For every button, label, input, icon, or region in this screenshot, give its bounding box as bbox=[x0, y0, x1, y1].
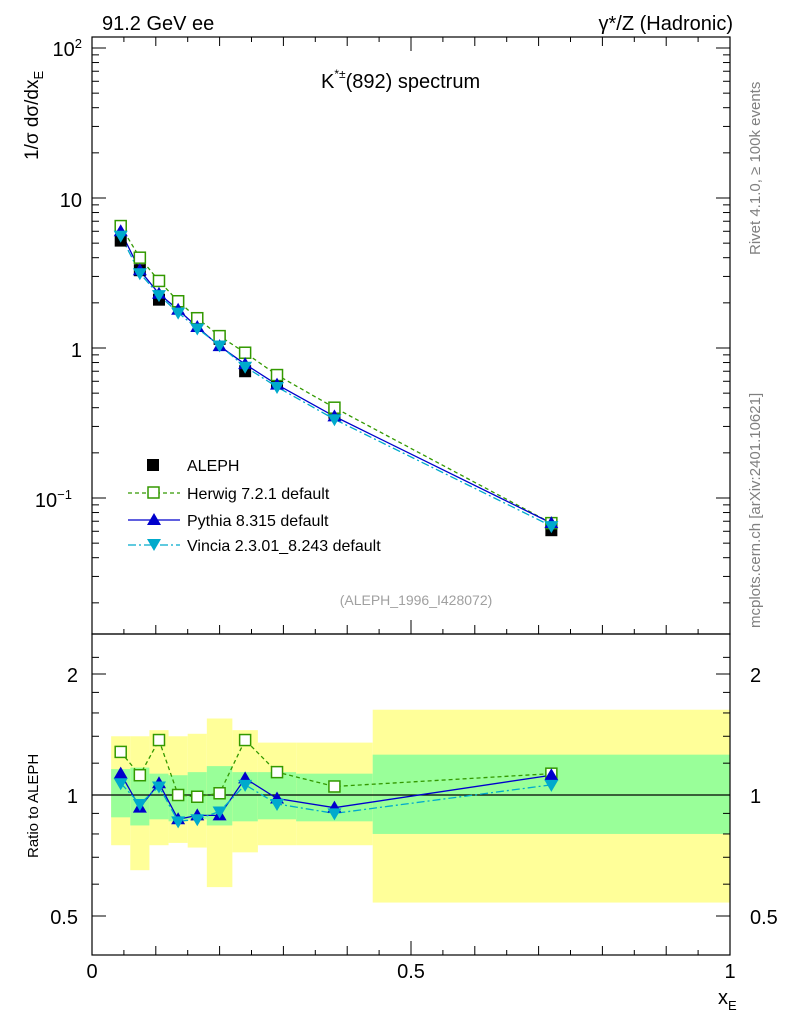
legend-marker-pythia bbox=[147, 513, 161, 525]
vincia-point bbox=[270, 381, 285, 394]
xlabel: xE bbox=[718, 987, 737, 1013]
ratio-line-1 bbox=[120, 738, 552, 798]
vincia-point bbox=[113, 230, 128, 243]
ratio-ytick-1-left: 1 bbox=[67, 786, 78, 808]
vincia-point bbox=[171, 307, 186, 320]
legend-marker-aleph bbox=[147, 459, 159, 471]
ratio-ytick-2-right: 2 bbox=[750, 665, 761, 687]
ratio-herwig-point bbox=[114, 745, 127, 759]
vincia-point bbox=[190, 323, 205, 336]
ratio-herwig-point bbox=[152, 733, 166, 747]
legend-label-herwig: Herwig 7.2.1 default bbox=[187, 486, 330, 503]
ratio-herwig-point bbox=[328, 780, 341, 793]
series-line-1 bbox=[120, 225, 552, 524]
process-label: γ*/Z (Hadronic) bbox=[599, 13, 733, 35]
ratio-ytick-1-right: 1 bbox=[750, 786, 761, 808]
rivet-label: Rivet 4.1.0, ≥ 100k events bbox=[747, 82, 764, 255]
legend-label-pythia: Pythia 8.315 default bbox=[187, 513, 329, 530]
ratio-herwig-point bbox=[191, 790, 204, 804]
ratio-pythia-point bbox=[544, 768, 559, 781]
vincia-point bbox=[238, 361, 253, 374]
legend: ALEPH Herwig 7.2.1 default Pythia 8.315 … bbox=[128, 458, 381, 555]
ratio-pythia-point bbox=[113, 766, 128, 779]
ratio-herwig-point bbox=[171, 788, 185, 802]
ratio-vincia-point bbox=[270, 798, 285, 811]
legend-marker-vincia bbox=[147, 539, 161, 551]
ratio-ytick-2-left: 2 bbox=[67, 665, 78, 687]
ratio-line-3 bbox=[120, 782, 552, 823]
ytick-label-1: 1 bbox=[71, 340, 82, 362]
herwig-point bbox=[152, 274, 166, 288]
ratio-herwig-point bbox=[270, 765, 284, 779]
legend-label-vincia: Vincia 2.3.01_8.243 default bbox=[187, 538, 381, 555]
ytick-label-0p1: 10−1 bbox=[35, 487, 72, 512]
chart-title: K*±(892) spectrum bbox=[321, 67, 480, 93]
analysis-tag: (ALEPH_1996_I428072) bbox=[340, 592, 493, 608]
xtick-label-1: 1 bbox=[724, 961, 735, 983]
ratio-vincia-point bbox=[190, 814, 205, 827]
ratio-vincia-point bbox=[327, 808, 342, 821]
mcplots-label: mcplots.cern.ch [arXiv:2401.10621] bbox=[747, 393, 764, 628]
vincia-point bbox=[132, 268, 147, 281]
vincia-point bbox=[151, 290, 166, 303]
ratio-frame bbox=[91, 633, 731, 956]
ratio-vincia-point bbox=[132, 798, 147, 811]
ratio-ytick-0p5-right: 0.5 bbox=[750, 907, 778, 929]
vincia-point bbox=[544, 521, 559, 534]
ratio-vincia-point bbox=[113, 778, 128, 791]
xtick-label-0p5: 0.5 bbox=[397, 961, 425, 983]
main-series-group bbox=[113, 219, 559, 537]
ytick-label-100: 102 bbox=[53, 36, 82, 61]
ratio-herwig-point bbox=[213, 787, 226, 800]
ratio-bands bbox=[92, 709, 730, 903]
ytick-label-10: 10 bbox=[60, 190, 82, 212]
legend-label-aleph: ALEPH bbox=[187, 458, 239, 475]
ratio-vincia-point bbox=[151, 781, 166, 794]
ratio-ytick-0p5-left: 0.5 bbox=[50, 907, 78, 929]
ratio-vincia-point bbox=[171, 816, 186, 829]
legend-marker-herwig bbox=[147, 486, 160, 499]
vincia-point bbox=[327, 414, 342, 427]
ratio-series-group bbox=[113, 733, 559, 829]
xtick-label-0: 0 bbox=[86, 961, 97, 983]
ratio-vincia-point bbox=[544, 779, 559, 792]
ratio-vincia-point bbox=[212, 806, 227, 819]
vincia-point bbox=[212, 340, 227, 353]
ratio-line-2 bbox=[120, 773, 552, 821]
ratio-ylabel: Ratio to ALEPH bbox=[25, 754, 42, 858]
energy-label: 91.2 GeV ee bbox=[102, 13, 214, 35]
herwig-point bbox=[238, 346, 252, 359]
series-line-3 bbox=[120, 235, 552, 527]
ratio-vincia-point bbox=[238, 779, 253, 792]
series-line-2 bbox=[120, 230, 552, 524]
ratio-herwig-point bbox=[238, 733, 252, 747]
ratio-herwig-point bbox=[133, 768, 147, 782]
herwig-point bbox=[133, 251, 147, 264]
main-ylabel: 1/σ dσ/dxE bbox=[22, 71, 46, 161]
